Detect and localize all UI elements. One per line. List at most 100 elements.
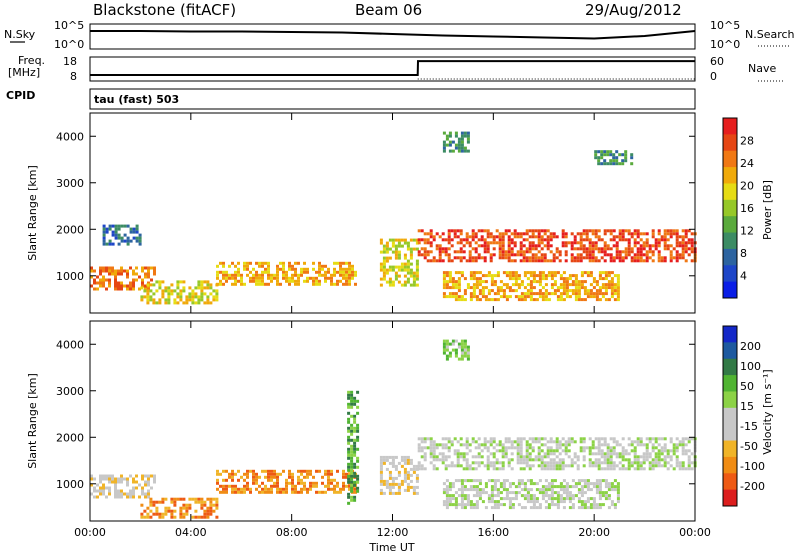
- power-cell: [379, 283, 383, 287]
- power-cell: [102, 242, 106, 246]
- velocity-cell: [312, 484, 315, 488]
- power-cell: [397, 280, 401, 284]
- velocity-cell: [348, 472, 351, 476]
- velocity-cell: [645, 443, 649, 447]
- power-cell: [158, 301, 162, 305]
- power-cell: [102, 275, 105, 279]
- velocity-cell: [508, 503, 512, 507]
- power-cell: [147, 269, 150, 273]
- power-cell: [613, 286, 617, 290]
- velocity-cell: [675, 446, 679, 450]
- power-cell: [146, 289, 150, 293]
- power-cell: [132, 227, 136, 231]
- x-tick-label: 00:00: [679, 526, 711, 539]
- velocity-cell: [663, 458, 667, 462]
- power-cell: [648, 247, 652, 251]
- power-cell: [505, 298, 509, 302]
- velocity-cell: [582, 440, 586, 444]
- power-cell: [330, 273, 333, 277]
- power-cell: [105, 230, 109, 234]
- velocity-cell: [102, 474, 105, 478]
- power-cell: [630, 259, 634, 263]
- velocity-cell: [466, 479, 470, 483]
- velocity-cell: [105, 486, 108, 490]
- power-cell: [102, 233, 106, 237]
- power-cell: [577, 292, 581, 296]
- power-cell: [354, 273, 357, 277]
- power-cell: [155, 280, 159, 284]
- velocity-cell: [627, 458, 631, 462]
- velocity-cell: [519, 446, 523, 450]
- velocity-cell: [511, 482, 515, 486]
- power-cell: [406, 262, 410, 266]
- velocity-cell: [549, 437, 553, 441]
- power-cell: [460, 143, 464, 147]
- velocity-cell: [182, 512, 186, 516]
- velocity-cell: [499, 503, 503, 507]
- velocity-cell: [567, 440, 571, 444]
- velocity-cell: [347, 390, 351, 394]
- power-cell: [537, 229, 541, 233]
- power-cell: [454, 298, 458, 302]
- velocity-cell: [161, 497, 165, 501]
- power-cell: [594, 232, 598, 236]
- power-cell: [132, 281, 135, 285]
- velocity-cell: [312, 481, 315, 485]
- power-cell: [580, 274, 584, 278]
- velocity-cell: [678, 440, 682, 444]
- velocity-cell: [412, 491, 416, 495]
- power-cell: [549, 244, 553, 248]
- power-cell: [409, 253, 413, 257]
- velocity-cell: [445, 345, 449, 349]
- velocity-cell: [345, 484, 348, 488]
- velocity-cell: [327, 481, 330, 485]
- power-cell: [583, 280, 587, 284]
- power-cell: [144, 272, 147, 276]
- power-cell: [486, 250, 490, 254]
- velocity-cell: [435, 446, 439, 450]
- velocity-cell: [510, 467, 514, 471]
- power-cell: [684, 229, 688, 233]
- velocity-cell: [456, 449, 460, 453]
- power-cell: [388, 256, 392, 260]
- power-cell: [559, 298, 563, 302]
- power-cell: [432, 238, 436, 242]
- velocity-cell: [403, 488, 407, 492]
- velocity-cell: [483, 440, 487, 444]
- power-cell: [582, 256, 586, 260]
- power-cell: [678, 253, 682, 257]
- power-cell: [583, 271, 587, 275]
- velocity-cell: [507, 437, 511, 441]
- velocity-cell: [595, 503, 599, 507]
- velocity-cell: [153, 480, 156, 484]
- power-cell: [460, 137, 464, 141]
- power-cell: [636, 253, 640, 257]
- velocity-cell: [555, 464, 559, 468]
- velocity-cell: [403, 467, 407, 471]
- power-cell: [580, 280, 584, 284]
- power-cell: [562, 289, 566, 293]
- power-cell: [555, 250, 559, 254]
- velocity-cell: [607, 485, 611, 489]
- power-cell: [155, 301, 159, 305]
- power-cell: [522, 253, 526, 257]
- power-cell: [276, 264, 279, 268]
- velocity-cell: [466, 500, 470, 504]
- power-cell: [435, 244, 439, 248]
- velocity-cell: [598, 491, 602, 495]
- velocity-cell: [624, 449, 628, 453]
- power-cell: [532, 277, 536, 281]
- power-cell: [423, 253, 427, 257]
- power-cell: [354, 270, 357, 274]
- velocity-cell: [415, 476, 419, 480]
- power-cell: [339, 273, 342, 277]
- velocity-cell: [403, 470, 407, 474]
- power-cell: [385, 244, 389, 248]
- power-cell: [627, 247, 631, 251]
- velocity-cell: [604, 491, 608, 495]
- power-cell: [511, 283, 515, 287]
- velocity-cell: [354, 487, 357, 491]
- velocity-cell: [532, 494, 536, 498]
- power-cell: [558, 253, 562, 257]
- power-cell: [212, 298, 216, 302]
